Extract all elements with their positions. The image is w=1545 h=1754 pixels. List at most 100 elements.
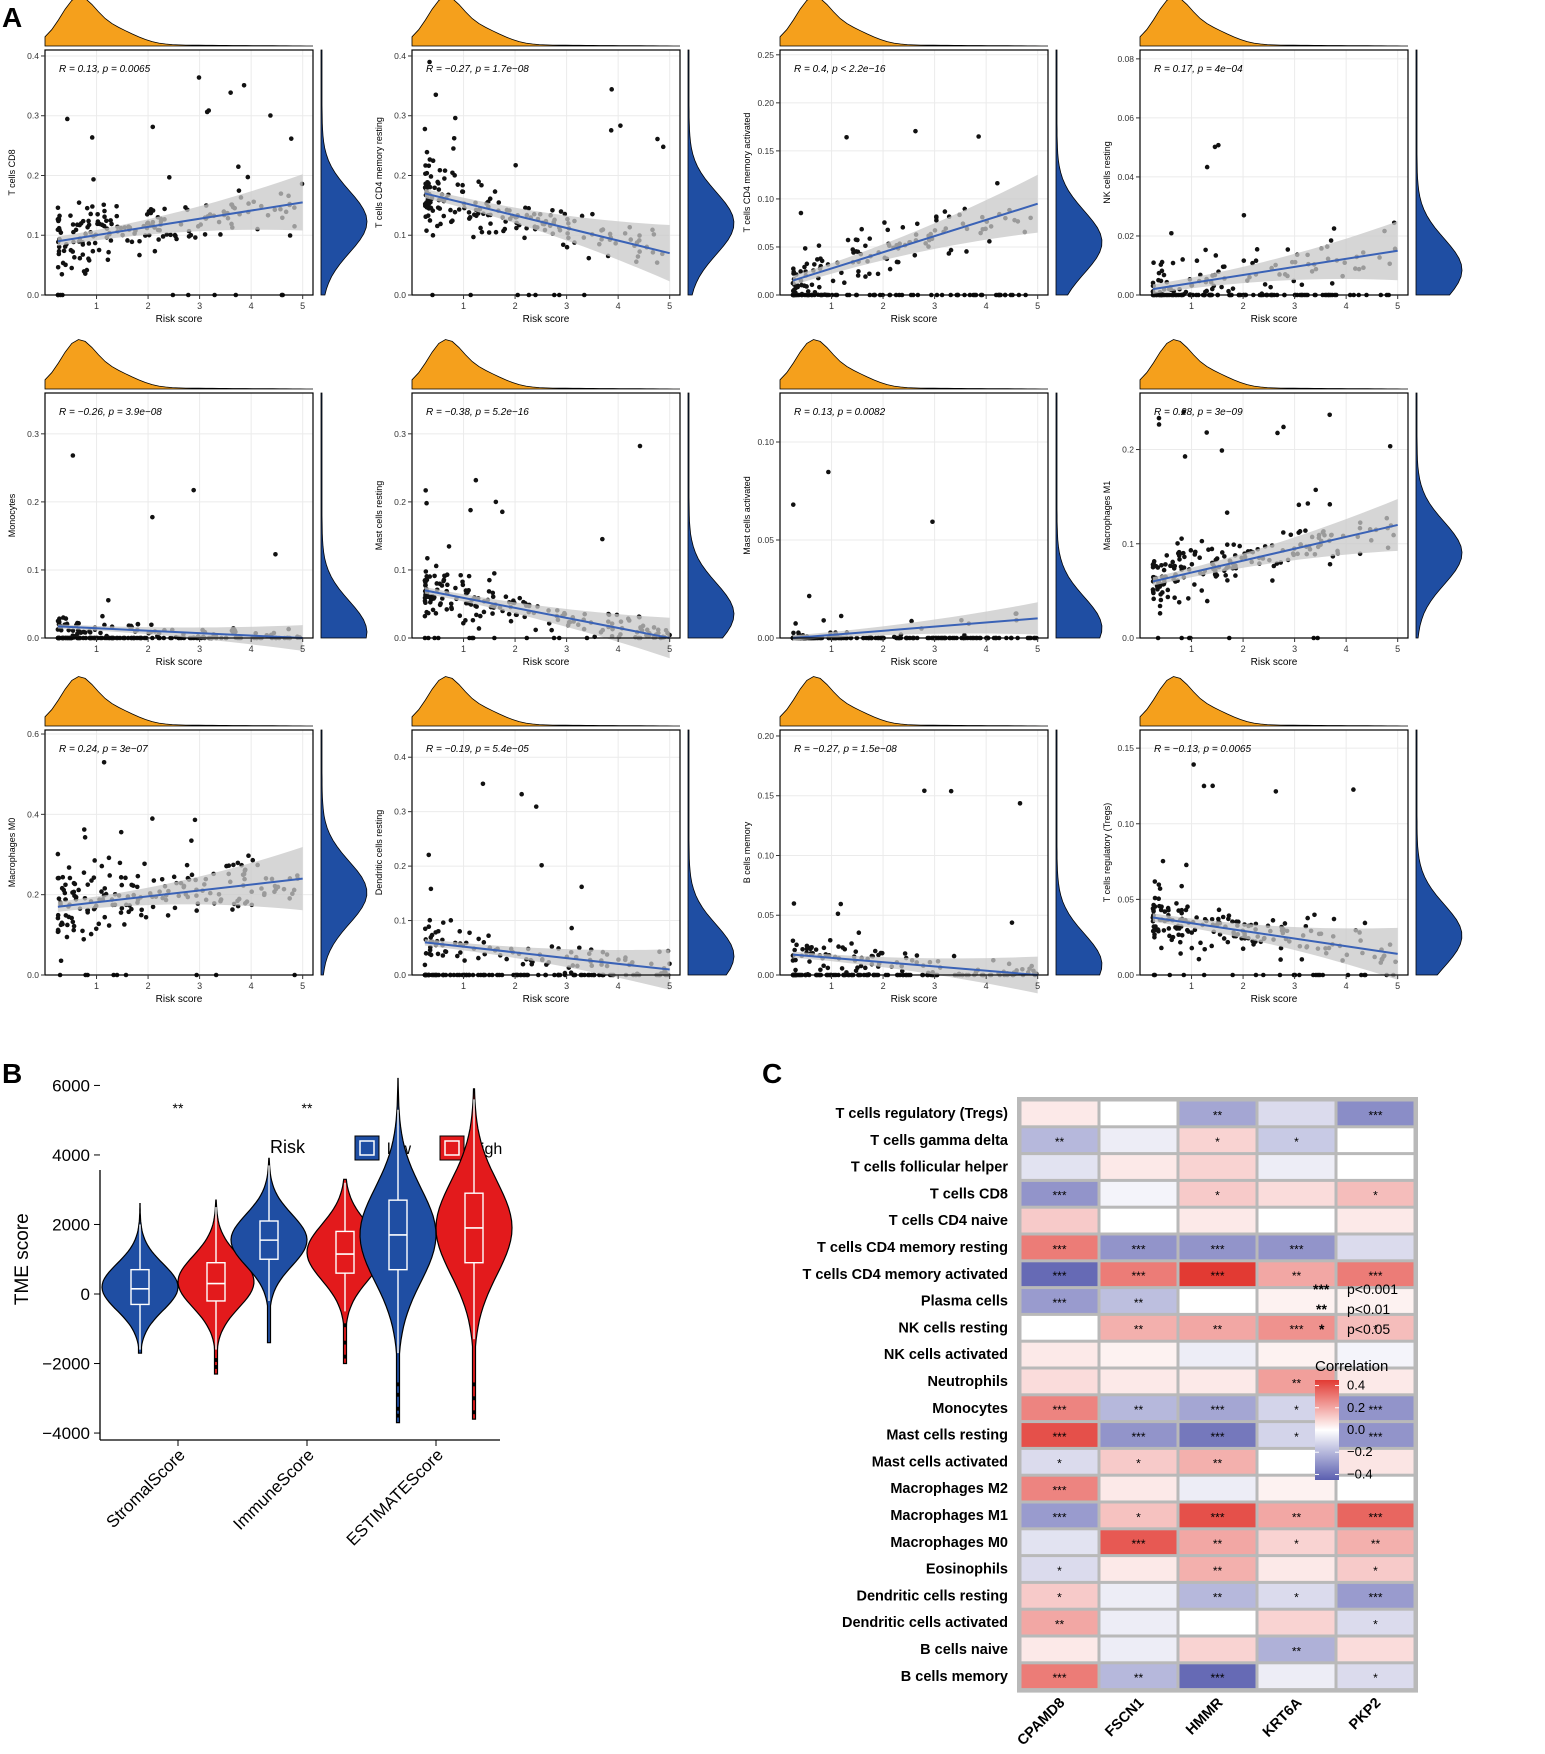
y-tick-label: 0.2 xyxy=(27,497,39,507)
confidence-band xyxy=(1152,913,1398,980)
data-point xyxy=(67,875,73,881)
data-point xyxy=(1216,907,1222,913)
x-axis-label: Risk score xyxy=(523,994,570,1005)
data-point xyxy=(600,536,605,542)
data-point xyxy=(446,544,452,549)
data-point xyxy=(55,205,61,211)
data-point xyxy=(1158,592,1163,597)
data-point xyxy=(434,581,440,586)
data-point xyxy=(1223,573,1228,578)
data-point xyxy=(1163,562,1168,567)
data-point xyxy=(1275,430,1280,436)
data-point xyxy=(424,204,430,210)
data-point xyxy=(1387,443,1393,449)
outlier-point xyxy=(214,1358,218,1363)
heatmap-cell xyxy=(1179,1208,1256,1233)
data-point xyxy=(56,251,62,257)
cell-significance: *** xyxy=(1052,1671,1066,1685)
data-point xyxy=(885,227,891,233)
data-point xyxy=(287,233,293,238)
y-tick-label: 0.1 xyxy=(394,565,406,575)
data-point xyxy=(104,218,109,224)
row-label: B cells memory xyxy=(901,1669,1008,1685)
data-point xyxy=(102,886,108,891)
cell-significance: *** xyxy=(1210,1269,1224,1283)
data-point xyxy=(71,923,77,929)
data-point xyxy=(1152,879,1158,884)
outlier-point xyxy=(396,1382,400,1387)
data-point xyxy=(1151,902,1156,908)
data-point xyxy=(914,953,920,958)
x-tick-label: 3 xyxy=(932,981,937,991)
x-tick-label: 1 xyxy=(461,644,466,654)
heatmap-cell xyxy=(1337,1181,1414,1206)
data-point xyxy=(431,595,437,600)
data-point xyxy=(62,244,68,249)
scatter-plot-11: 1 2 3 4 5 0.00 0.05 0.10 0.15 0.20 Risk score B cel… xyxy=(742,676,1103,1005)
cell-significance: *** xyxy=(1052,1510,1066,1524)
data-point xyxy=(91,177,96,182)
data-point xyxy=(1177,552,1182,557)
cell-significance: * xyxy=(1136,1457,1141,1471)
data-point xyxy=(806,593,812,599)
x-tick-label: 4 xyxy=(984,644,989,654)
y-axis-label: Monocytes xyxy=(7,493,17,537)
correlation-annotation: R = 0.24, p = 3e−07 xyxy=(59,744,148,755)
data-point xyxy=(442,176,447,181)
data-point xyxy=(101,759,107,765)
y-tick-label: 0.4 xyxy=(27,809,39,819)
cell-significance: ** xyxy=(1134,1403,1144,1417)
data-point xyxy=(1196,956,1202,962)
data-point xyxy=(66,914,72,920)
data-point xyxy=(146,209,152,214)
data-point xyxy=(490,611,495,616)
data-point xyxy=(90,248,96,254)
data-point xyxy=(437,206,443,211)
x-tick-label: 1 xyxy=(94,644,99,654)
data-point xyxy=(168,232,173,238)
data-point xyxy=(946,251,952,256)
data-point xyxy=(1151,924,1157,929)
top-density xyxy=(779,0,1048,47)
data-point xyxy=(1241,258,1247,263)
data-point xyxy=(429,932,435,938)
data-point xyxy=(1157,603,1163,609)
data-point xyxy=(798,210,804,216)
data-point xyxy=(791,901,797,906)
data-point xyxy=(196,75,202,80)
row-label: Dendritic cells activated xyxy=(842,1615,1008,1631)
data-point xyxy=(70,919,76,925)
regression-line xyxy=(424,589,670,639)
y-tick-label: 0.05 xyxy=(757,535,774,545)
data-point xyxy=(86,241,92,246)
x-tick-label: 5 xyxy=(1035,301,1040,311)
data-point xyxy=(1219,284,1224,290)
data-point xyxy=(428,886,434,892)
data-point xyxy=(1194,258,1200,264)
data-point xyxy=(55,875,61,881)
plot-frame xyxy=(411,729,681,976)
row-label: B cells naive xyxy=(920,1642,1008,1658)
heatmap-cell xyxy=(1337,1369,1414,1394)
data-point xyxy=(96,247,102,253)
data-point xyxy=(76,200,82,205)
data-point xyxy=(842,280,847,286)
colorbar-tick-label: −0.4 xyxy=(1347,1466,1373,1481)
y-axis-label: T cells regulatory (Tregs) xyxy=(1102,803,1112,903)
data-point xyxy=(450,218,455,223)
data-point xyxy=(1225,578,1230,583)
data-point xyxy=(189,838,194,843)
data-point xyxy=(1181,550,1186,556)
data-point xyxy=(517,595,523,601)
data-point xyxy=(428,174,434,179)
data-point xyxy=(1151,596,1156,602)
colorbar-tick-label: 0.2 xyxy=(1347,1400,1365,1415)
data-point xyxy=(101,202,107,208)
data-point xyxy=(476,179,481,185)
data-point xyxy=(452,115,458,121)
data-point xyxy=(1194,915,1199,920)
data-point xyxy=(533,627,538,633)
data-point xyxy=(459,189,465,194)
data-point xyxy=(1329,281,1335,286)
data-point xyxy=(427,157,433,162)
